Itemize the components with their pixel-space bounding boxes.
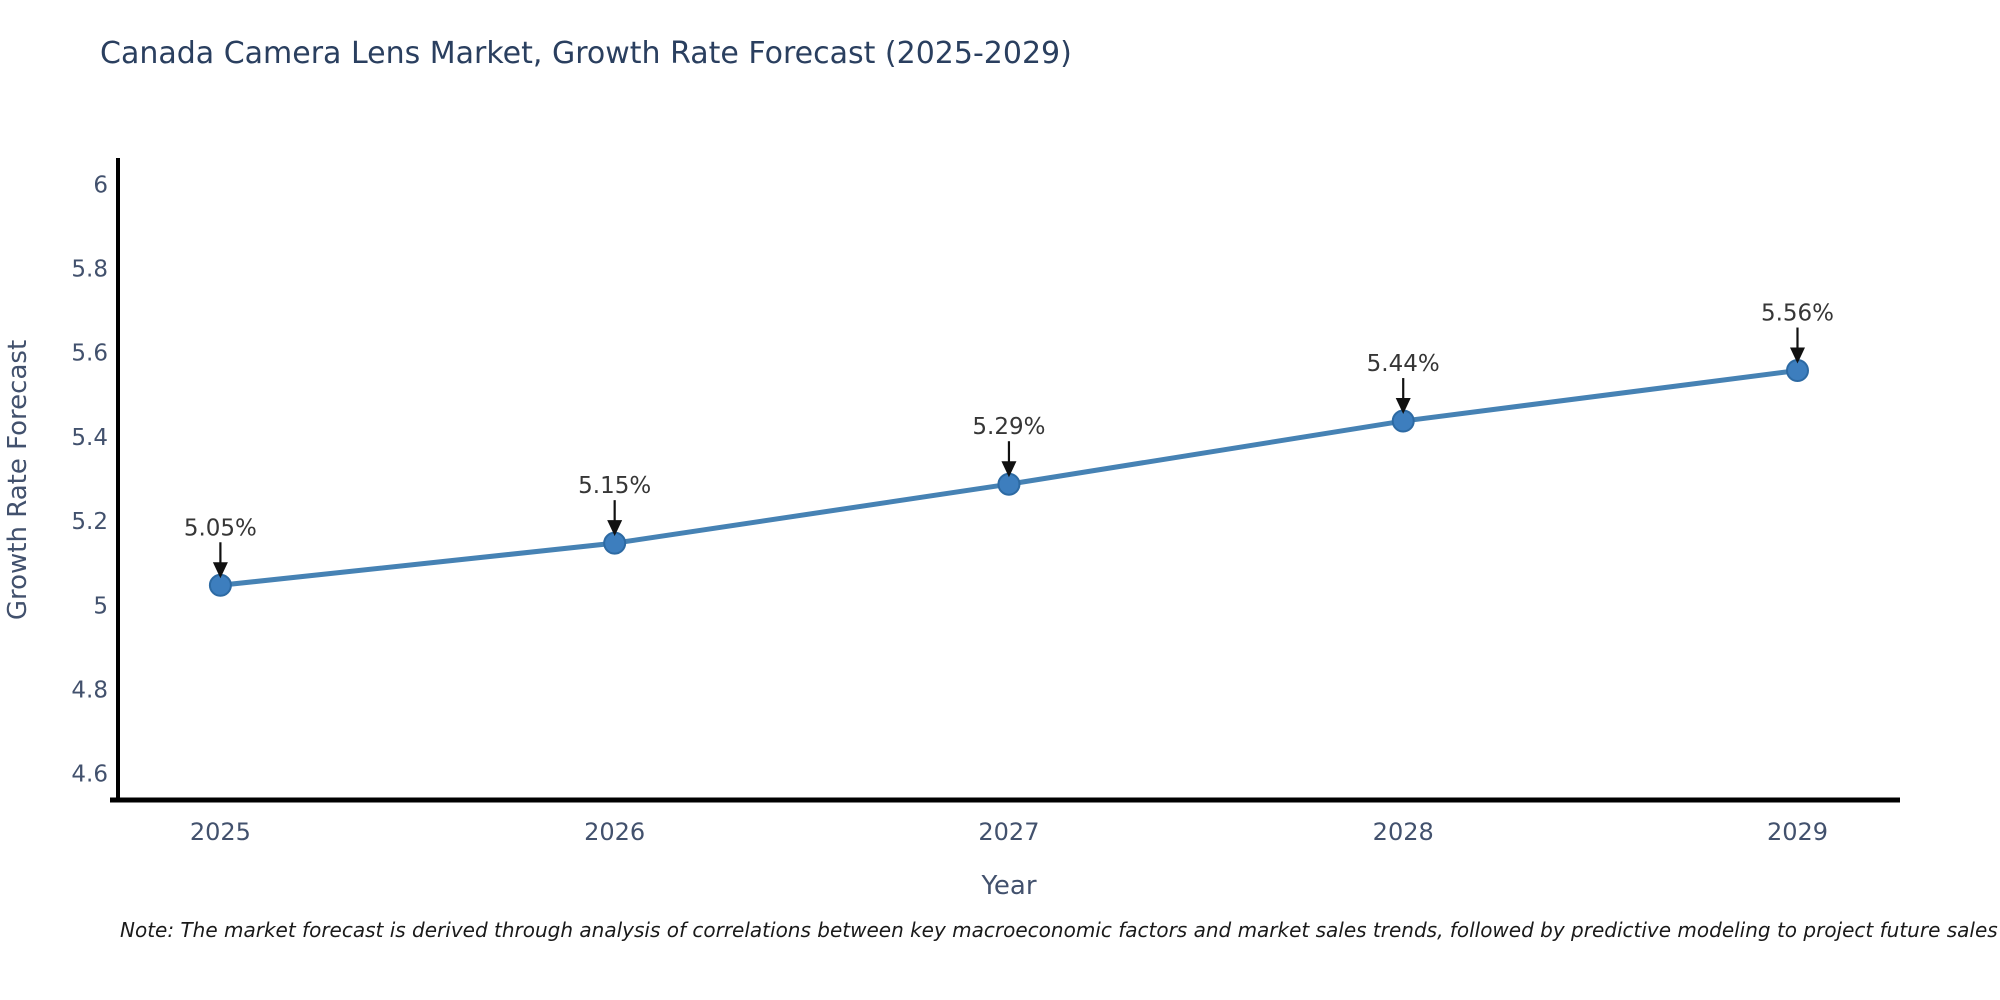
y-tick-label: 5.2 xyxy=(71,509,108,535)
annotation-arrow-head xyxy=(1395,398,1411,415)
y-tick-label: 5 xyxy=(93,593,108,619)
footnote: Note: The market forecast is derived thr… xyxy=(120,918,1998,942)
y-tick-label: 4.8 xyxy=(71,678,108,704)
y-tick-label: 5.8 xyxy=(71,256,108,282)
y-tick-label: 6 xyxy=(93,172,108,198)
annotation-arrow-head xyxy=(212,562,228,579)
x-tick-label: 2026 xyxy=(584,818,645,846)
chart-title: Canada Camera Lens Market, Growth Rate F… xyxy=(100,36,1072,71)
y-tick-label: 5.6 xyxy=(71,341,108,367)
x-tick-label: 2025 xyxy=(190,818,251,846)
annotation-label: 5.15% xyxy=(578,473,651,499)
y-tick-label: 5.4 xyxy=(71,425,108,451)
x-tick-label: 2028 xyxy=(1373,818,1434,846)
annotation-label: 5.05% xyxy=(184,515,257,541)
x-tick-label: 2027 xyxy=(978,818,1039,846)
annotation-label: 5.44% xyxy=(1367,351,1440,377)
annotation-arrow-head xyxy=(1789,347,1805,364)
annotation-arrow-head xyxy=(1001,461,1017,478)
y-axis-title: Growth Rate Forecast xyxy=(3,340,33,620)
annotation-label: 5.29% xyxy=(972,414,1045,440)
x-axis-title: Year xyxy=(980,871,1036,901)
line-chart: 4.6 4.8 5 5.2 5.4 5.6 5.8 6 2025 2026 2027 2028 2029… xyxy=(3,158,1900,901)
annotation-label: 5.56% xyxy=(1761,301,1834,327)
annotation-arrow-head xyxy=(607,520,623,537)
y-tick-label: 4.6 xyxy=(71,762,108,788)
x-tick-label: 2029 xyxy=(1767,818,1828,846)
